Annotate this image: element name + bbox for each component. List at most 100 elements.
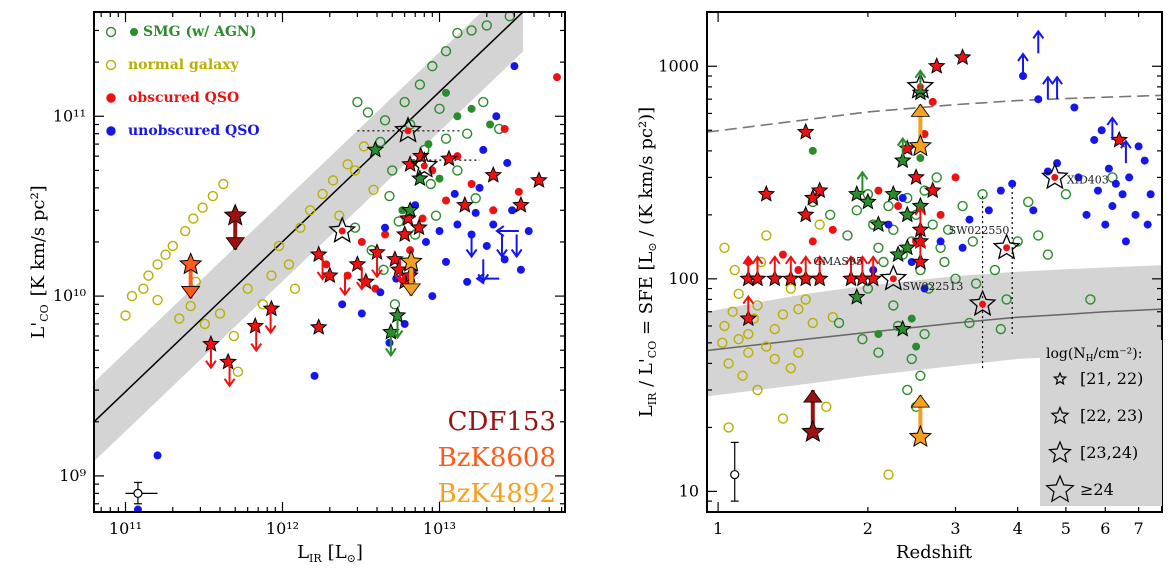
filled-circle-point (916, 154, 925, 163)
filled-circle-point (1070, 103, 1079, 112)
open-circle-point (358, 141, 370, 152)
star-point (401, 200, 419, 218)
x-tick-label: 3 (950, 519, 960, 538)
limit-arrow-head (264, 325, 277, 335)
filled-circle-point (1043, 167, 1052, 176)
limit-arrow-head (465, 248, 478, 259)
open-circle-point (995, 323, 1007, 335)
filled-circle-point (1090, 135, 1099, 144)
filled-circle-point (310, 371, 319, 380)
open-circle-point (185, 300, 196, 312)
open-circle-point (793, 347, 804, 358)
y-axis-label: LIR / L'CO = SFE [L⊙ / (K km/s pc²)] (636, 107, 659, 417)
filled-circle-point (453, 220, 462, 229)
open-circle-point (931, 172, 942, 183)
x-axis-label-sub: IR (309, 552, 322, 565)
x-tick-label: 10¹¹ (109, 519, 142, 538)
filled-circle-point (435, 227, 444, 236)
legend-marker (130, 28, 138, 36)
limit-arrow-head (856, 170, 869, 180)
star-point (411, 169, 429, 187)
limit-arrow-head (475, 272, 485, 285)
sfe-solid-curve (707, 308, 1162, 352)
filled-circle-point (552, 73, 561, 82)
limit-arrow-head (355, 281, 368, 291)
filled-circle-point (510, 62, 519, 71)
x-axis-label: LIR [L⊙] (297, 542, 363, 565)
y-axis-label-unit: [K km/s pc²] (28, 185, 49, 296)
legend-marker (105, 26, 117, 38)
filled-circle-point (794, 266, 803, 275)
filled-circle-point (435, 174, 444, 183)
y-tick-label: 100 (668, 269, 699, 288)
open-circle-point (761, 230, 772, 241)
open-circle-point (717, 337, 728, 349)
highlight-star (399, 249, 423, 272)
nh-legend-title-sub: H (1086, 354, 1094, 364)
big-star-center (979, 300, 987, 308)
open-circle-point (352, 96, 363, 108)
open-circle-point (214, 308, 226, 319)
limit-arrow-head (391, 329, 404, 340)
filled-circle-point (418, 214, 427, 223)
open-circle-point (375, 136, 386, 148)
highlight-arrow-head (225, 237, 246, 251)
open-circle-point (737, 370, 748, 381)
open-circle-point (957, 200, 968, 212)
star-point (803, 188, 822, 206)
limit-arrow-head (768, 255, 781, 265)
big-star-center (338, 227, 346, 235)
filled-circle-point (516, 265, 525, 274)
open-circle-point (120, 310, 131, 321)
star-point (1110, 130, 1129, 148)
x-axis-label-main: L (297, 542, 309, 563)
open-circle-point (857, 334, 868, 345)
star-point (953, 48, 972, 65)
open-circle-point (152, 294, 163, 306)
limit-arrow-head (339, 287, 351, 297)
open-circle-point (950, 273, 961, 285)
limit-arrow-head (813, 255, 826, 265)
filled-circle-point (322, 260, 331, 269)
open-circle-point (873, 347, 884, 358)
star-point (847, 287, 866, 305)
filled-circle-point (381, 223, 390, 232)
nh-legend-label: ≥24 (1080, 480, 1114, 499)
limit-arrow-head (371, 269, 383, 279)
open-circle-point (878, 256, 889, 268)
open-circle-point (939, 256, 950, 268)
open-circle-point (719, 242, 730, 253)
open-circle-point (723, 358, 734, 369)
filled-circle-point (442, 257, 451, 266)
highlight-arrow-head (802, 389, 823, 403)
limit-arrow-head (914, 206, 927, 216)
open-circle-point (126, 290, 138, 302)
limit-arrow-head (751, 255, 764, 265)
filled-circle-point (984, 206, 993, 215)
filled-circle-point (479, 145, 488, 154)
open-circle-point (851, 205, 862, 216)
open-circle-point (1060, 189, 1072, 200)
open-circle-point (470, 193, 481, 204)
filled-circle-point (1101, 220, 1110, 229)
highlight-source-label: CDF153 (448, 407, 556, 437)
filled-circle-point (514, 187, 523, 196)
open-circle-point (414, 79, 426, 90)
open-circle-point (964, 317, 975, 329)
nh-legend-star (1047, 440, 1073, 464)
bracket: ] (356, 542, 363, 563)
open-circle-point (427, 60, 438, 72)
filled-circle-point (467, 180, 476, 189)
limit-arrow-head (845, 255, 857, 265)
filled-circle-point (1121, 237, 1130, 246)
filled-circle-point (500, 124, 509, 133)
open-circle-point (743, 328, 754, 340)
filled-circle-point (1125, 173, 1134, 182)
star-point (395, 225, 414, 243)
limit-arrow-head (799, 255, 812, 265)
open-circle-point (793, 303, 804, 315)
open-circle-point (862, 283, 874, 294)
axes-frame (706, 11, 1163, 513)
filled-circle-point (1131, 210, 1140, 219)
x-axis-label-unit: [L (328, 542, 347, 563)
